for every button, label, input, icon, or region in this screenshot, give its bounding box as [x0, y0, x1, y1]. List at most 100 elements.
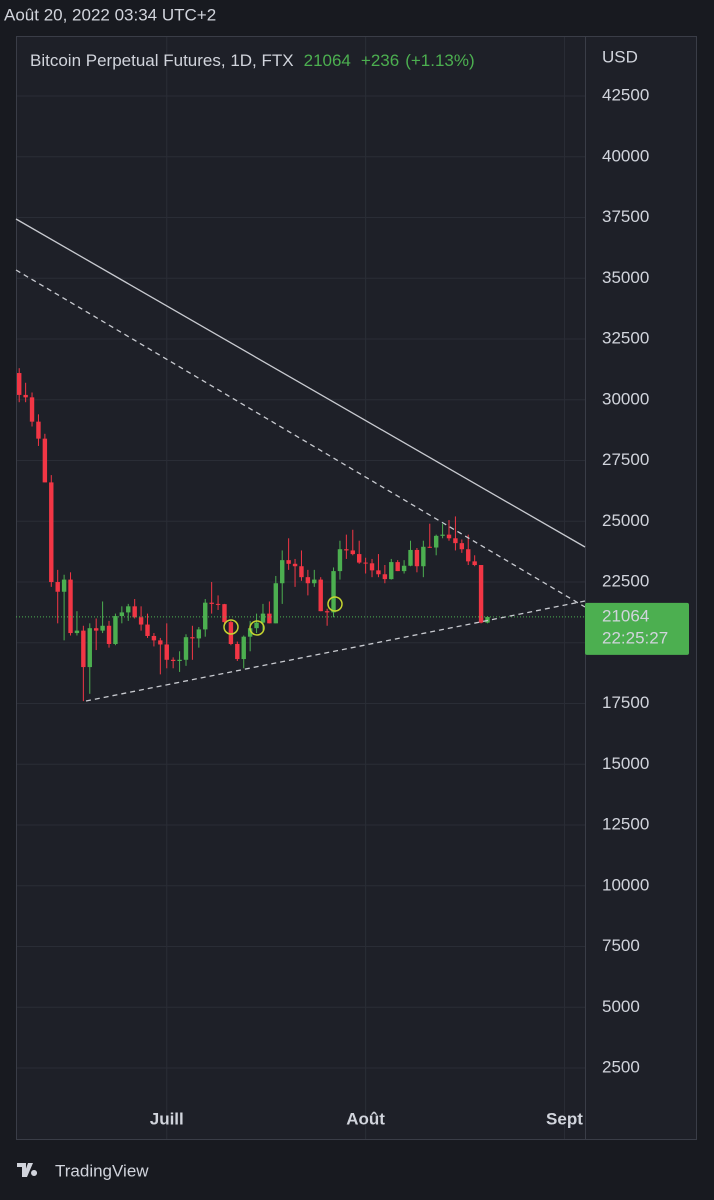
candle-body: [215, 603, 221, 605]
candle-body: [164, 644, 169, 660]
candle-body: [414, 549, 420, 567]
candle-body: [427, 546, 432, 548]
candles: [16, 368, 585, 702]
candle-body: [196, 629, 202, 639]
candle-body: [421, 546, 426, 567]
candle-body: [299, 566, 304, 578]
candle-body: [241, 636, 246, 660]
logo-icon: [17, 1163, 38, 1177]
symbol-title: Bitcoin Perpetual Futures, 1D, FTX: [30, 51, 294, 70]
candle-body: [312, 579, 317, 584]
candle-body: [170, 659, 176, 661]
candle-body: [209, 602, 214, 604]
candle-body: [247, 628, 253, 637]
support-line-dashed: [85, 600, 586, 702]
candle-body: [485, 616, 490, 623]
trend-line: [15, 218, 586, 548]
candle-body: [119, 612, 125, 617]
candle-body: [93, 628, 99, 631]
candle-body: [55, 582, 60, 592]
marker-circle: [223, 619, 239, 635]
candle-body: [100, 625, 105, 631]
timestamp: Août 20, 2022 03:34 UTC+2: [4, 5, 216, 24]
candle-body: [113, 616, 118, 644]
candle-body: [42, 438, 48, 483]
candle-body: [472, 561, 477, 566]
last-price-box: [585, 602, 689, 655]
candle-body: [433, 535, 439, 548]
candle-body: [138, 617, 144, 625]
brand: TradingView: [55, 1161, 149, 1180]
candle-body: [132, 606, 137, 618]
countdown-label: 22:25:27: [602, 628, 668, 647]
candle-body: [177, 659, 182, 661]
candle-body: [446, 534, 452, 539]
y-tick-label: 5000: [602, 997, 640, 1016]
candle-body: [273, 583, 279, 624]
candle-body: [228, 622, 234, 644]
change-pct: (+1.13%): [405, 51, 474, 70]
candle-body: [466, 549, 471, 562]
candle-body: [145, 624, 150, 636]
candle-body: [344, 549, 349, 551]
candle-body: [337, 549, 343, 572]
candle-body: [81, 630, 86, 668]
last-price-label: 21064: [602, 606, 649, 625]
candle-body: [49, 482, 54, 583]
x-tick-label: Août: [346, 1109, 385, 1128]
y-tick-label: 12500: [602, 815, 649, 834]
candle-body: [260, 613, 266, 623]
y-tick-label: 32500: [602, 329, 649, 348]
marker-circle: [249, 620, 265, 636]
y-tick-label: 22500: [602, 572, 649, 591]
y-tick-label: 17500: [602, 693, 649, 712]
y-tick-label: 2500: [602, 1058, 640, 1077]
candle-body: [126, 606, 131, 613]
candle-body: [376, 570, 381, 575]
x-tick-label: Juill: [150, 1109, 184, 1128]
grid: [17, 37, 585, 1139]
candle-body: [408, 549, 413, 566]
candle-body: [190, 637, 195, 639]
y-tick-label: 7500: [602, 936, 640, 955]
candle-body: [17, 373, 22, 395]
candle-body: [459, 543, 465, 550]
candle-body: [363, 562, 368, 564]
candle-body: [36, 421, 41, 439]
candle-body: [292, 563, 298, 567]
candle-body: [356, 554, 362, 563]
y-tick-label: 15000: [602, 754, 649, 773]
candle-body: [382, 574, 388, 580]
candle-body: [61, 579, 67, 592]
x-tick-label: Sept: [546, 1109, 583, 1128]
candle-body: [74, 630, 80, 634]
candle-body: [331, 571, 336, 613]
candle-body: [254, 622, 259, 629]
candle-body: [453, 538, 458, 544]
legend-line: Bitcoin Perpetual Futures, 1D, FTX 21064 +…: [30, 51, 475, 70]
currency-label: USD: [602, 47, 638, 66]
candle-body: [395, 562, 400, 572]
candle-body: [389, 562, 394, 580]
marker-circle: [327, 596, 343, 612]
chart-panel: [16, 36, 697, 1140]
candle-body: [401, 565, 407, 572]
candle-body: [29, 397, 35, 422]
candle-body: [151, 635, 157, 641]
candle-body: [68, 579, 73, 634]
candle-body: [158, 640, 163, 645]
y-tick-label: 42500: [602, 86, 649, 105]
candle-body: [369, 563, 375, 571]
candle-body: [235, 643, 240, 660]
candle-body: [318, 579, 323, 612]
candle-body: [350, 550, 355, 555]
trend-line-dashed: [15, 269, 586, 608]
last-price: 21064: [304, 51, 351, 70]
candle-body: [183, 637, 189, 660]
y-tick-label: 35000: [602, 268, 649, 287]
candle-body: [478, 565, 484, 623]
candle-body: [267, 613, 272, 624]
y-tick-label: 37500: [602, 207, 649, 226]
candle-body: [87, 628, 92, 668]
